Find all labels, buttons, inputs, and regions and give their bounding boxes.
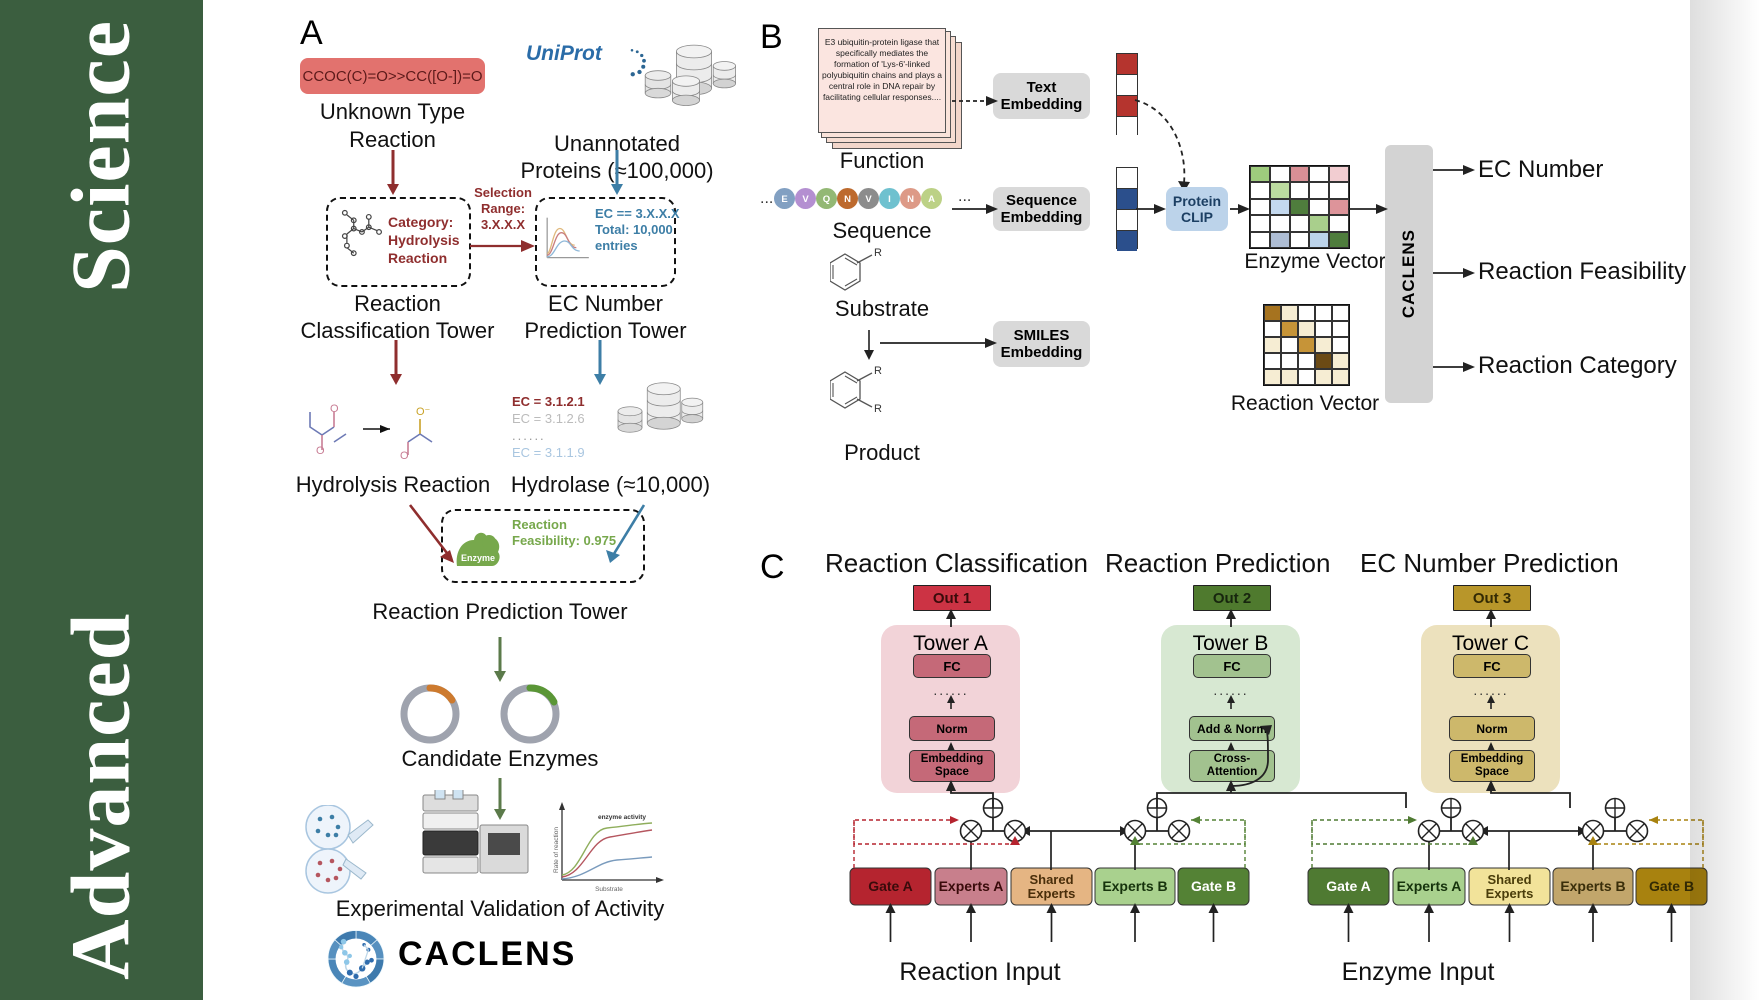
svg-text:V: V <box>802 194 809 205</box>
svg-text:R: R <box>874 403 882 414</box>
svg-text:Experts: Experts <box>1028 886 1076 901</box>
svg-text:I: I <box>888 194 891 205</box>
svg-text:Q: Q <box>823 194 830 205</box>
svg-text:Experts B: Experts B <box>1560 878 1625 894</box>
svg-text:Experts A: Experts A <box>939 878 1004 894</box>
svg-text:enzyme activity: enzyme activity <box>598 814 646 821</box>
svg-text:Experts: Experts <box>1486 886 1534 901</box>
svg-text:R: R <box>874 248 882 259</box>
svg-text:Gate A: Gate A <box>1326 878 1371 894</box>
svg-text:Shared: Shared <box>1487 872 1531 887</box>
svg-text:R: R <box>874 365 882 377</box>
svg-text:Experts A: Experts A <box>1397 878 1462 894</box>
svg-text:Gate B: Gate B <box>1649 878 1694 894</box>
svg-text:N: N <box>844 194 851 205</box>
svg-text:O: O <box>316 445 325 457</box>
svg-text:Gate B: Gate B <box>1191 878 1236 894</box>
svg-text:O: O <box>330 403 339 415</box>
svg-text:Gate A: Gate A <box>868 878 913 894</box>
svg-text:Substrate: Substrate <box>595 886 623 893</box>
svg-text:Rate of reaction: Rate of reaction <box>553 827 560 873</box>
svg-text:E: E <box>781 194 787 205</box>
svg-text:Shared: Shared <box>1029 872 1073 887</box>
svg-text:O: O <box>400 450 409 462</box>
svg-text:V: V <box>865 194 872 205</box>
svg-text:N: N <box>907 194 914 205</box>
svg-text:Experts B: Experts B <box>1102 878 1167 894</box>
svg-text:O⁻: O⁻ <box>416 406 431 418</box>
svg-text:A: A <box>928 194 935 205</box>
